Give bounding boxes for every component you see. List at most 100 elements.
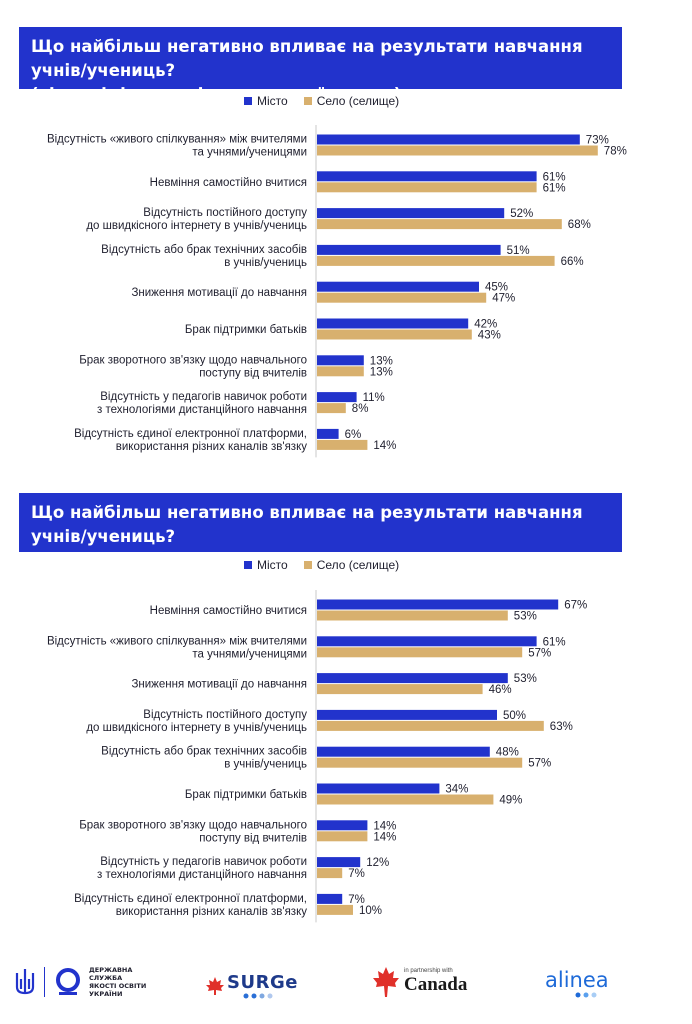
category-label-line: та учнями/ученицями (192, 648, 307, 660)
value-label-city: 51% (507, 245, 530, 257)
value-label-village: 46% (489, 684, 512, 696)
value-label-village: 68% (568, 219, 591, 231)
category-label: Зниження мотивації до навчання (131, 679, 307, 691)
value-label-city: 53% (514, 673, 537, 685)
value-label-city: 7% (348, 894, 365, 906)
category-label-line: Відсутність «живого спілкування» між вчи… (47, 134, 307, 146)
bar-village (317, 831, 368, 842)
category-label: Невміння самостійно вчитися (150, 177, 307, 189)
value-label-village: 57% (528, 758, 551, 770)
category-label-line: Брак зворотного зв'язку щодо навчального (79, 819, 307, 831)
value-label-city: 50% (503, 710, 526, 722)
value-label-city: 52% (510, 208, 533, 220)
value-label-city: 34% (445, 784, 468, 796)
bar-village (317, 684, 483, 695)
value-label-city: 61% (543, 171, 566, 183)
category-label-line: Зниження мотивації до навчання (131, 287, 307, 299)
bar-city (317, 134, 580, 145)
legend-label-city: Місто (257, 558, 288, 572)
legend-label-village: Село (селище) (316, 94, 400, 108)
category-label: Відсутність або брак технічних засобів в … (101, 746, 307, 771)
category-label-line: Брак зворотного зв'язку щодо навчального (79, 354, 307, 366)
trident-icon (15, 969, 35, 995)
bar-city (317, 318, 469, 329)
chart2-title-line1: Що найбільш негативно впливає на результ… (31, 503, 583, 546)
logo1-line: СЛУЖБА (89, 974, 123, 982)
circle-logo-icon (56, 968, 80, 995)
bar-city (317, 171, 537, 182)
category-label: Відсутність єдиної електронної платформи… (74, 428, 307, 453)
category-label-line: Невміння самостійно вчитися (150, 605, 307, 617)
chart2-title-line2: (відповіді вчителів базової та старшої ш… (31, 551, 477, 570)
logo-surge-text: SURGe (227, 972, 298, 993)
chart1-title: Що найбільш негативно впливає на результ… (19, 27, 622, 104)
value-label-village: 49% (499, 795, 522, 807)
footer-logos: ДЕРЖАВНА СЛУЖБА ЯКОСТІ ОСВІТИ УКРАЇНИ SU… (0, 950, 692, 1024)
bar-city (317, 893, 343, 904)
bar-city (317, 820, 368, 831)
value-label-village: 63% (550, 721, 573, 733)
bar-city (317, 208, 505, 219)
chart2-plot: Невміння самостійно вчитися 67% 53% Відсутн… (47, 590, 587, 923)
dots-icon (243, 993, 273, 999)
category-label: Відсутність або брак технічних засобів в … (101, 244, 307, 269)
value-label-city: 45% (485, 282, 508, 294)
legend-swatch-village (303, 561, 312, 569)
category-label: Брак зворотного зв'язку щодо навчального… (79, 354, 307, 379)
bar-village (317, 720, 544, 731)
bar-city (317, 355, 364, 366)
value-label-village: 14% (373, 440, 396, 452)
category-label-line: використання різних каналів зв'язку (116, 906, 307, 918)
bar-city (317, 673, 508, 684)
category-label-line: Відсутність постійного доступу (143, 207, 307, 219)
category-label-line: з технологіями дистанційного навчання (97, 404, 307, 416)
legend-swatch-city (244, 561, 252, 569)
value-label-village: 14% (373, 831, 396, 843)
legend-item-village: Село (селище) (303, 558, 399, 572)
value-label-city: 73% (586, 135, 609, 147)
category-label-line: Невміння самостійно вчитися (150, 177, 307, 189)
value-label-city: 14% (373, 820, 396, 832)
category-label: Брак підтримки батьків (185, 324, 307, 336)
bar-village (317, 145, 598, 156)
value-label-city: 6% (345, 429, 362, 441)
bar-city (317, 709, 497, 720)
bar-city (317, 746, 490, 757)
logo-canada-small: in partnership with (404, 968, 453, 974)
value-label-city: 42% (474, 319, 497, 331)
chart2-title: Що найбільш негативно впливає на результ… (19, 493, 622, 570)
legend-swatch-city (244, 97, 252, 105)
category-label-line: Зниження мотивації до навчання (131, 679, 307, 691)
category-label: Зниження мотивації до навчання (131, 287, 307, 299)
value-label-village: 43% (478, 330, 501, 342)
chart1-plot: Відсутність «живого спілкування» між вчи… (47, 125, 627, 458)
logo-canada-main: Canada (404, 974, 468, 995)
category-label-line: Відсутність або брак технічних засобів (101, 746, 307, 758)
value-label-city: 12% (366, 857, 389, 869)
bar-village (317, 366, 364, 377)
category-label-line: Відсутність у педагогів навичок роботи (100, 391, 307, 403)
category-label: Відсутність єдиної електронної платформи… (74, 893, 307, 918)
logo1-line: ЯКОСТІ ОСВІТИ (89, 982, 147, 990)
category-label-line: Відсутність єдиної електронної платформи… (74, 893, 307, 905)
category-label-line: з технологіями дистанційного навчання (97, 869, 307, 881)
bar-city (317, 244, 501, 255)
chart1-title-line1: Що найбільш негативно впливає на результ… (31, 37, 583, 80)
value-label-village: 10% (359, 905, 382, 917)
category-label-line: Відсутність або брак технічних засобів (101, 244, 307, 256)
category-label-line: в учнів/учениць (224, 759, 307, 771)
logo1-line: УКРАЇНИ (89, 990, 123, 998)
value-label-city: 67% (564, 600, 587, 612)
category-label: Невміння самостійно вчитися (150, 605, 307, 617)
category-label: Відсутність постійного доступу до швидкіс… (86, 207, 307, 232)
category-label-line: та учнями/ученицями (192, 147, 307, 159)
bar-village (317, 757, 523, 768)
logo-alinea: alinea (545, 968, 609, 998)
category-label-line: до швидкісного інтернету в учнів/учениць (86, 220, 307, 232)
logo1-line: ДЕРЖАВНА (89, 966, 133, 974)
bar-village (317, 610, 508, 621)
value-label-village: 8% (352, 403, 369, 415)
bar-village (317, 182, 537, 193)
bar-city (317, 428, 339, 439)
category-label: Відсутність у педагогів навичок роботи з … (97, 856, 307, 881)
